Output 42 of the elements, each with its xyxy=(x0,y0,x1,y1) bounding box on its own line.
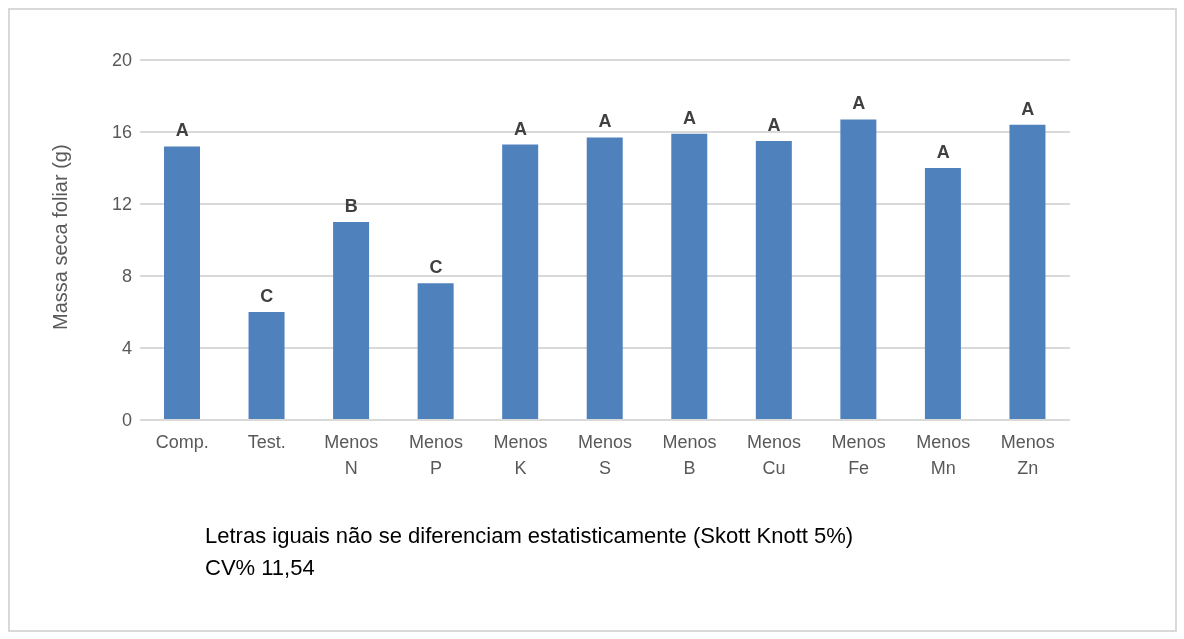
annotation: A xyxy=(852,93,866,114)
x-tick-label: Menos Fe xyxy=(831,432,886,478)
annotation: C xyxy=(429,257,443,278)
bar xyxy=(417,283,454,420)
bar xyxy=(755,141,792,420)
y-tick-label: 4 xyxy=(121,338,132,359)
x-tick-label: Comp. xyxy=(155,432,209,452)
bar xyxy=(924,168,961,420)
annotation: A xyxy=(683,107,697,128)
annotation: A xyxy=(767,115,781,135)
annotation: A xyxy=(175,120,189,141)
x-tick-label: Test. xyxy=(247,432,286,452)
annotation: A xyxy=(936,142,950,162)
x-tick-label: Menos Mn xyxy=(916,432,971,478)
annotation: C xyxy=(260,286,274,306)
text: CV% 11,54 xyxy=(205,554,316,582)
annotation: A xyxy=(1021,98,1035,119)
x-tick-label: Menos P xyxy=(408,432,463,478)
bar xyxy=(164,146,200,420)
bar xyxy=(840,119,877,420)
x-tick-label: Menos Zn xyxy=(1000,432,1055,478)
text: Letras iguais não se diferenciam estatisticamente (Skott Knott 5%) xyxy=(205,522,855,550)
x-tick-label: Menos B xyxy=(662,432,717,478)
y-tick-label: 0 xyxy=(121,410,132,431)
annotation: A xyxy=(513,118,527,139)
x-tick-label: Menos S xyxy=(577,432,633,478)
bar xyxy=(248,312,285,420)
bar xyxy=(502,144,539,420)
x-tick-label: Menos K xyxy=(493,432,548,478)
y-tick-label: 16 xyxy=(111,122,132,143)
bar xyxy=(333,222,370,420)
bar xyxy=(671,133,708,420)
y-axis-title: Massa seca foliar (g) xyxy=(49,144,72,330)
x-tick-label: Menos N xyxy=(324,432,379,478)
annotation: B xyxy=(344,196,358,216)
bar xyxy=(586,137,623,420)
y-tick-label: 20 xyxy=(111,50,132,71)
annotation: A xyxy=(598,111,612,132)
x-tick-label: Menos Cu xyxy=(747,432,802,478)
y-tick-label: 8 xyxy=(121,266,132,287)
bar xyxy=(1009,124,1046,420)
y-tick-label: 12 xyxy=(111,194,132,215)
